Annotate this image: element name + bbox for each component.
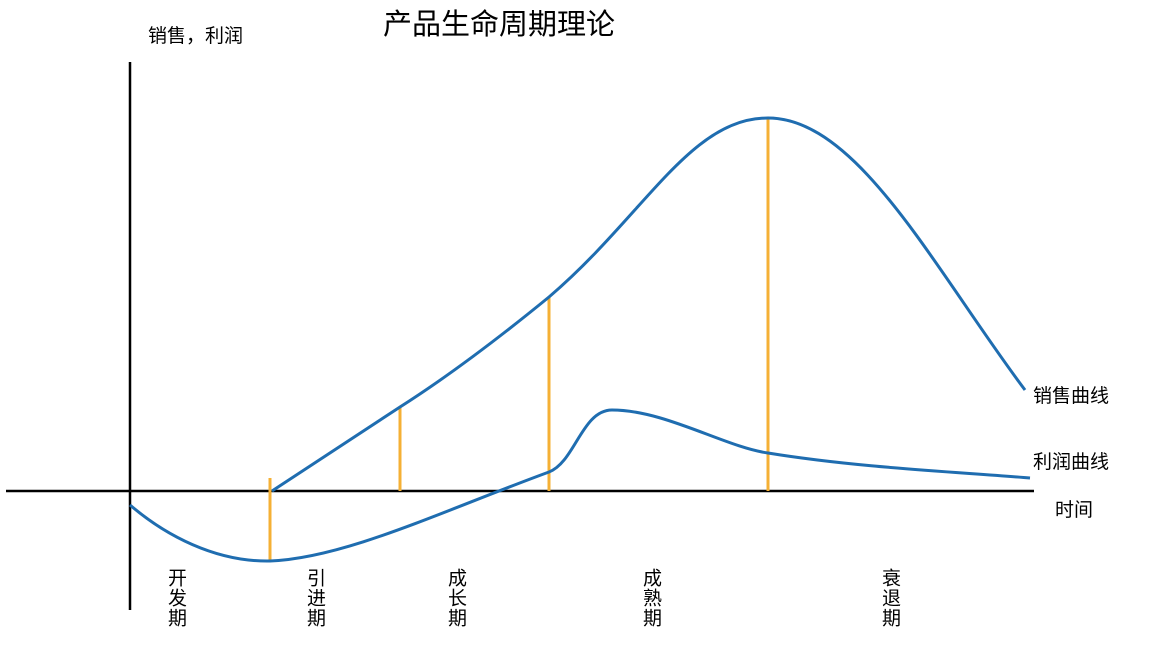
profit-curve — [129, 408, 1031, 563]
diagram-title: 产品生命周期理论 — [383, 7, 616, 41]
sales-curve-label: 销售曲线 — [1033, 385, 1110, 407]
profit-curve-label: 利润曲线 — [1033, 451, 1110, 473]
stage-label-development: 开发期 — [165, 568, 187, 628]
stage-label-growth: 成长期 — [445, 568, 467, 628]
stage-label-decline: 衰退期 — [879, 568, 901, 628]
sales-curve — [271, 116, 1027, 493]
stage-label-maturity: 成熟期 — [640, 568, 662, 628]
stage-label-introduction: 引进期 — [304, 568, 326, 628]
y-axis-label: 销售，利润 — [148, 25, 244, 47]
x-axis-label: 时间 — [1055, 499, 1094, 521]
